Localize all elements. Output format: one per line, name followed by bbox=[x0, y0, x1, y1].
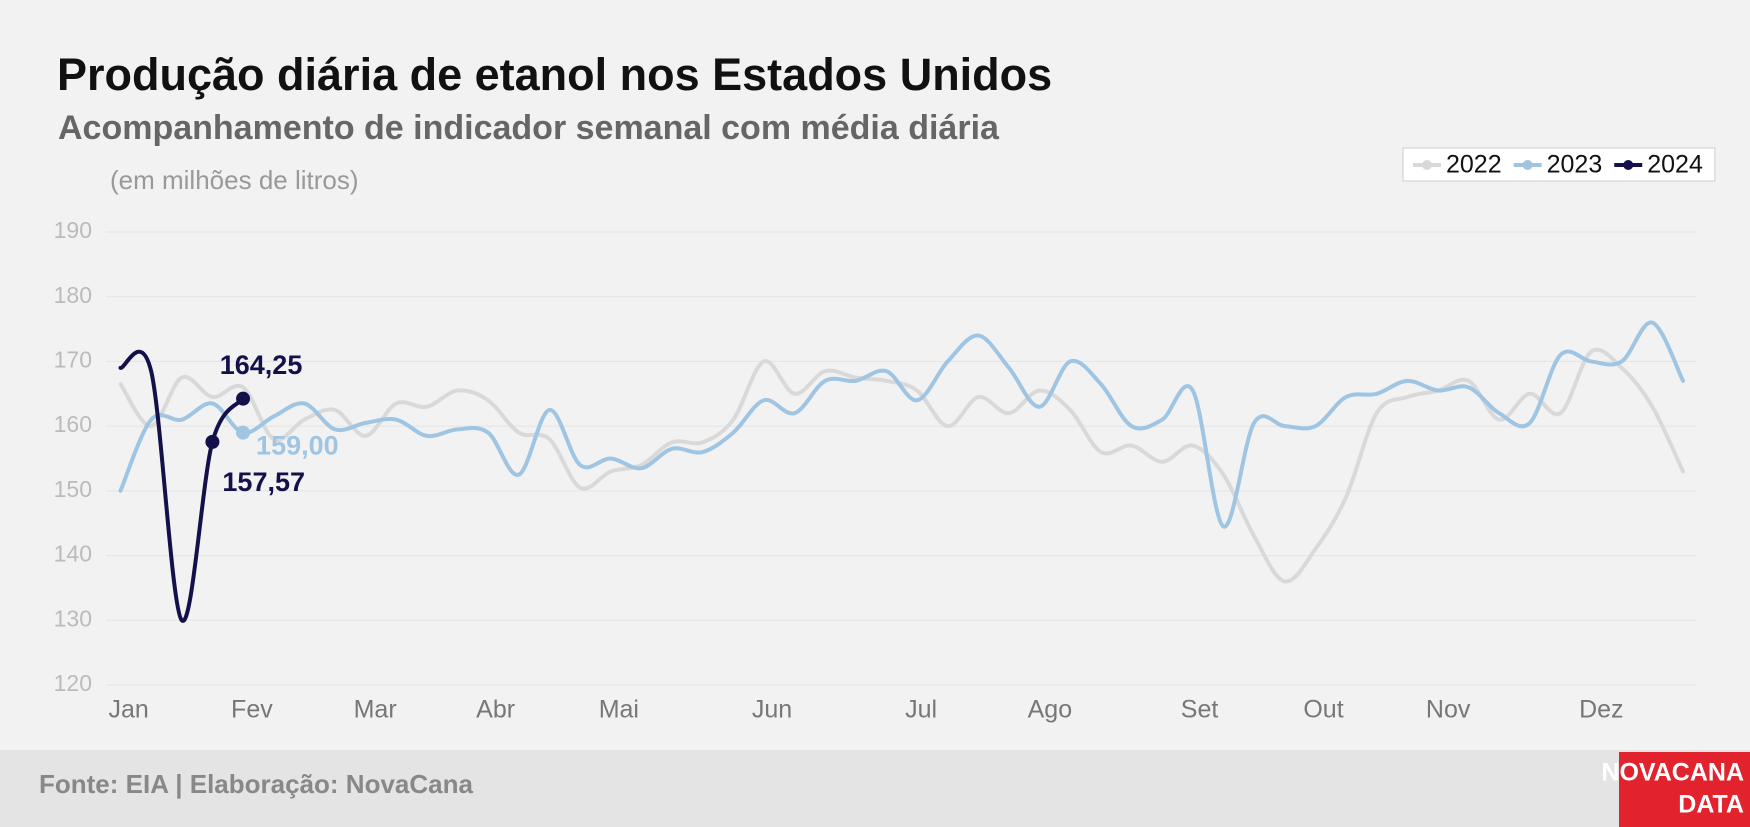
series-line bbox=[118, 320, 1685, 529]
footer bbox=[0, 750, 1750, 827]
data-label: 164,25 bbox=[220, 350, 303, 380]
legend-label: 2024 bbox=[1647, 151, 1703, 179]
logo-text: NOVACANA bbox=[1601, 759, 1744, 787]
x-tick-label: Mai bbox=[599, 696, 639, 724]
y-tick-label: 180 bbox=[54, 282, 92, 308]
legend-label: 2023 bbox=[1547, 151, 1603, 179]
data-label: 159,00 bbox=[256, 431, 339, 461]
series-line bbox=[118, 347, 1685, 584]
x-tick-label: Nov bbox=[1426, 696, 1471, 724]
legend-swatch-dot bbox=[1522, 160, 1533, 170]
x-tick-label: Jun bbox=[752, 696, 792, 724]
x-tick-label: Dez bbox=[1579, 696, 1623, 724]
point-marker bbox=[205, 434, 220, 449]
x-tick-label: Mar bbox=[354, 696, 397, 724]
chart-subtitle: Acompanhamento de indicador semanal com … bbox=[58, 109, 1000, 147]
point-marker bbox=[236, 391, 251, 406]
y-tick-label: 160 bbox=[54, 411, 92, 437]
x-tick-label: Abr bbox=[476, 696, 515, 724]
y-tick-label: 150 bbox=[54, 476, 92, 502]
y-tick-label: 190 bbox=[54, 217, 92, 243]
point-marker bbox=[236, 425, 251, 440]
legend-swatch-dot bbox=[1623, 160, 1634, 170]
x-tick-label: Jan bbox=[109, 696, 149, 724]
source: Fonte: EIA | Elaboração: NovaCana bbox=[39, 769, 473, 799]
legend-swatch-dot bbox=[1422, 160, 1432, 170]
x-tick-label: Ago bbox=[1028, 696, 1072, 724]
y-tick-label: 140 bbox=[54, 541, 92, 567]
y-tick-label: 120 bbox=[54, 670, 92, 696]
x-tick-label: Set bbox=[1181, 696, 1219, 724]
background bbox=[0, 0, 1750, 750]
x-tick-label: Fev bbox=[231, 696, 273, 724]
x-tick-label: Jul bbox=[905, 696, 937, 724]
logo bbox=[1619, 752, 1750, 827]
legend-label: 2022 bbox=[1446, 151, 1502, 179]
legend-box bbox=[1402, 147, 1716, 182]
y-tick-label: 130 bbox=[54, 605, 92, 631]
legend: 2022 2023 2024 bbox=[1402, 147, 1716, 182]
x-tick-label: Out bbox=[1303, 696, 1343, 724]
y-axis-label: (em milhões de litros) bbox=[110, 165, 359, 195]
chart-title: Produção diária de etanol nos Estados Un… bbox=[57, 49, 1052, 100]
y-tick-label: 170 bbox=[54, 347, 92, 373]
data-label: 157,57 bbox=[222, 467, 305, 497]
logo-text: DATA bbox=[1678, 791, 1744, 819]
